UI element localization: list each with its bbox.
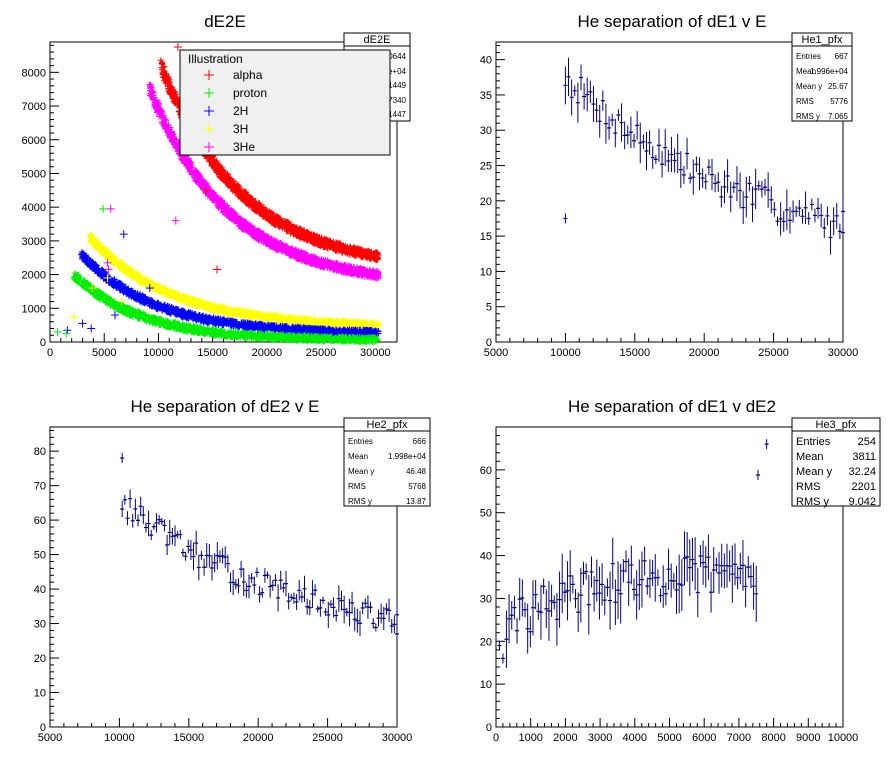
x-tick-label: 25000 [306,347,337,359]
x-tick-label: 15000 [197,347,228,359]
y-tick-label: 7000 [22,101,46,113]
x-tick-label: 10000 [143,347,174,359]
x-tick-label: 30000 [360,347,391,359]
y-tick-label: 6000 [22,135,46,147]
y-tick-label: 3000 [22,236,46,248]
x-tick-label: 5000 [92,347,116,359]
panel-de2e: dE2E 0 5000 10000 15000 20000 25000 30000 0 1000… [22,12,411,359]
chart-title: dE2E [204,12,246,31]
y-tick-label: 5000 [22,168,46,180]
x-tick-label: 20000 [252,347,283,359]
y-tick-label: 8000 [22,67,46,79]
axis-ticks: 0 5000 10000 15000 20000 25000 30000 0 1000 2000 3… [22,44,391,359]
y-tick-label: 0 [40,337,46,349]
x-tick-label: 0 [47,347,53,359]
y-tick-label: 2000 [22,270,46,282]
y-tick-label: 4000 [22,202,46,214]
y-tick-label: 1000 [22,303,46,315]
